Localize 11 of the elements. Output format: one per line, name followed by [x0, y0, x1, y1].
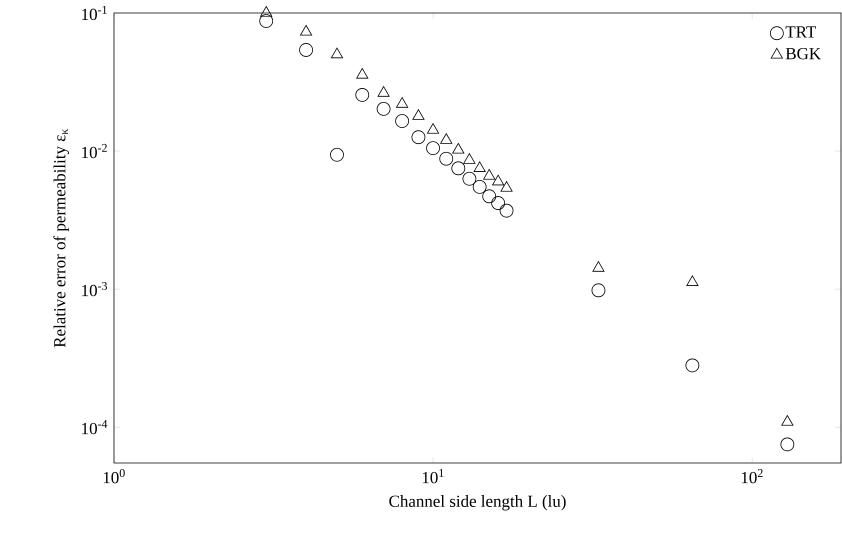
- legend-label: BGK: [786, 48, 821, 60]
- y-tick-label: 10$^{-3}$: [82, 282, 107, 296]
- y-tick-label: 10$^{-4}$: [82, 420, 108, 434]
- x-tick-label: 10$^{0}$: [104, 469, 125, 484]
- y-tick-label: 10$^{-1}$: [82, 6, 107, 20]
- x-tick-label: 10$^{1}$: [422, 469, 444, 484]
- y-tick-label: 10$^{-2}$: [82, 144, 107, 158]
- x-tick-label: 10$^{2}$: [742, 469, 763, 484]
- legend-label: TRT: [786, 26, 816, 38]
- y-axis-title: Relative error of permeability ε$_{κ}$: [53, 128, 69, 348]
- x-axis-title: Channel side length L (lu): [389, 495, 566, 510]
